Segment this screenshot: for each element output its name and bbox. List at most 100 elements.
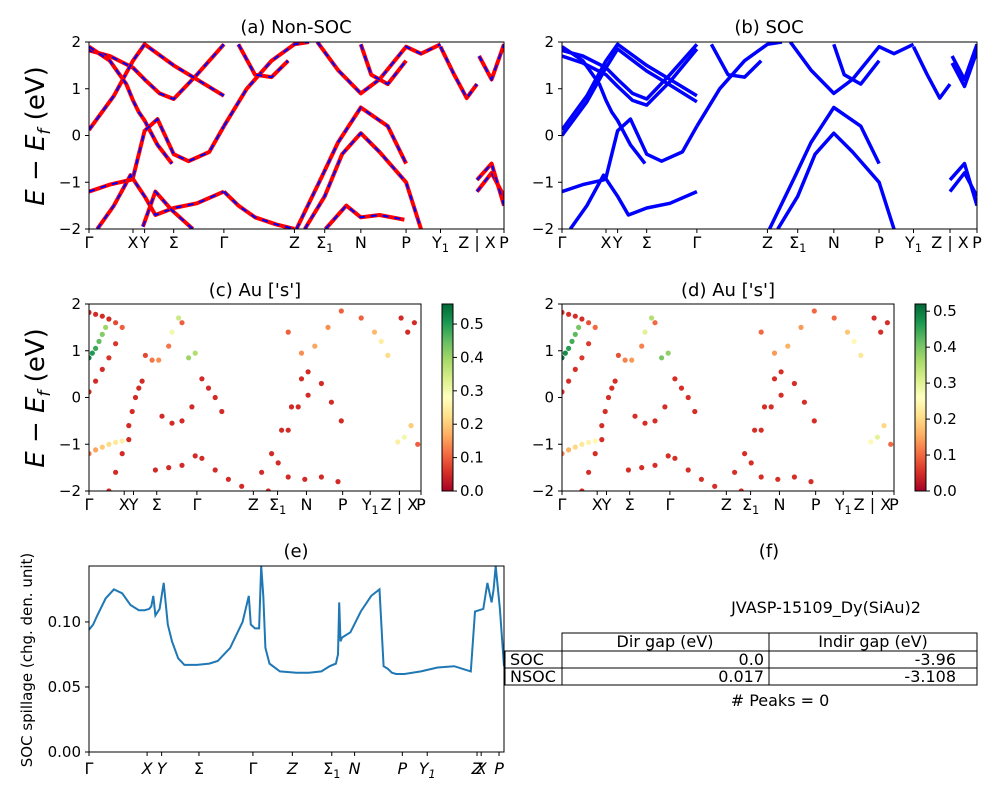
- soc-band-6: [568, 173, 698, 229]
- ytick-label-c-1: −1: [59, 435, 81, 453]
- projection-point-8: [93, 345, 99, 351]
- energy-ylabel-sub: f: [35, 126, 55, 135]
- projection-point-55: [698, 476, 705, 482]
- projection-point-6: [89, 355, 92, 361]
- panel-c-frame: [88, 303, 422, 492]
- projection-point-15: [579, 355, 585, 361]
- projection-point-89: [878, 329, 884, 335]
- kpath-label-a-9: Y1: [431, 233, 449, 255]
- ytick-label-b-2: 0: [544, 127, 554, 145]
- projection-point-13: [566, 378, 572, 384]
- energy-ylabel-middle: E − Ef (eV): [21, 328, 55, 468]
- projection-point-78: [325, 324, 331, 330]
- projection-point-18: [566, 447, 572, 453]
- panel-d-frame: [561, 303, 895, 492]
- projection-point-23: [126, 423, 132, 429]
- ytick-label-c-0: −2: [59, 482, 81, 500]
- projection-point-40: [189, 404, 195, 410]
- projection-point-72: [302, 476, 308, 482]
- projection-point-19: [99, 444, 105, 450]
- projection-point-33: [622, 357, 628, 363]
- ytick-label-b-0: −2: [532, 220, 554, 238]
- colorbar-tick-label-c-0: 0.0: [460, 482, 484, 500]
- projection-point-79: [811, 308, 817, 314]
- spillage-ytick-label-0: 0.00: [48, 743, 81, 761]
- projection-point-86: [408, 423, 414, 429]
- projection-point-46: [665, 350, 671, 356]
- panel-a-plot-area: [89, 42, 504, 229]
- kpath-label-c-5: Z: [248, 495, 259, 514]
- projection-point-37: [632, 413, 638, 419]
- nonsoc-band-9: [294, 105, 408, 229]
- projection-point-3: [106, 316, 112, 322]
- projection-point-4: [113, 320, 119, 326]
- nonsoc-band-14: [438, 45, 479, 101]
- projection-point-49: [199, 376, 205, 382]
- projection-point-10: [99, 331, 105, 337]
- projection-point-39: [179, 418, 185, 424]
- projection-point-72: [775, 476, 781, 482]
- projection-point-28: [106, 488, 112, 491]
- soc-band-dashed-8: [237, 43, 289, 79]
- projection-point-59: [279, 427, 285, 433]
- kpath-label-c-11: P: [416, 495, 426, 514]
- projection-point-51: [212, 394, 218, 401]
- kpath-label-d-5: Z: [721, 495, 732, 514]
- projection-point-49: [672, 376, 678, 382]
- panel-d-title: (d) Au ['s']: [681, 280, 775, 301]
- projection-point-2: [572, 313, 578, 319]
- projection-point-24: [602, 408, 608, 415]
- nonsoc-band-12: [315, 42, 442, 96]
- projection-point-27: [612, 378, 618, 384]
- panel-e-frame: [88, 565, 505, 753]
- kpath-label-d-8: P: [811, 495, 821, 514]
- panel-b-title: (b) SOC: [734, 17, 803, 38]
- projection-point-65: [295, 404, 301, 410]
- spillage-xtick-label-8: P: [397, 759, 407, 778]
- kpath-label-b-7: N: [828, 233, 840, 252]
- spillage-xtick-label-1: X: [141, 759, 154, 778]
- nonsoc-band-6: [222, 190, 295, 229]
- projection-point-1: [93, 311, 99, 317]
- projection-point-71: [758, 474, 764, 480]
- projection-point-35: [639, 343, 645, 349]
- kpath-label-b-1: X: [601, 233, 612, 252]
- projection-point-57: [259, 469, 265, 475]
- kpath-label-d-2: Y: [601, 495, 612, 514]
- projection-point-87: [888, 441, 894, 447]
- peaks-label: # Peaks = 0: [731, 691, 830, 710]
- projection-point-78: [798, 324, 804, 330]
- kpath-label-a-6: Σ1: [316, 233, 333, 255]
- kpath-label-a-1: X: [128, 233, 139, 252]
- nonsoc-band-7: [222, 42, 310, 128]
- projection-point-20: [106, 441, 112, 447]
- projection-point-26: [609, 385, 615, 391]
- spillage-xtick-label-11: X: [475, 759, 488, 778]
- soc-band-dashed-0: [89, 43, 225, 101]
- projection-point-36: [652, 320, 658, 326]
- projection-point-38: [169, 420, 175, 426]
- projection-point-77: [312, 343, 318, 349]
- projection-point-0: [89, 309, 92, 315]
- soc-band-dashed-10: [303, 131, 422, 229]
- projection-point-1: [566, 311, 572, 317]
- projection-point-81: [844, 329, 851, 335]
- energy-ylabel-text-2: E − E: [21, 396, 51, 468]
- projection-point-11: [103, 324, 109, 330]
- projection-point-41: [152, 467, 158, 473]
- kpath-label-c-6: Σ1: [269, 495, 286, 517]
- spillage-xtick-label-4: Γ: [248, 759, 257, 778]
- soc-band-dashed-14: [439, 46, 478, 100]
- kpath-label-a-3: Σ: [169, 233, 179, 252]
- projection-point-7: [89, 350, 95, 356]
- projection-point-38: [642, 420, 648, 426]
- panel-c-title: (c) Au ['s']: [209, 280, 301, 301]
- table-header-indir: Indir gap (eV): [818, 632, 928, 651]
- colorbar-c: [441, 303, 454, 492]
- kpath-label-d-1: X: [592, 495, 603, 514]
- projection-point-47: [169, 329, 175, 335]
- soc-band-dashed-16: [476, 161, 504, 206]
- nonsoc-band-13: [358, 43, 408, 87]
- projection-point-17: [89, 451, 92, 457]
- soc-band-dashed-12: [316, 42, 441, 95]
